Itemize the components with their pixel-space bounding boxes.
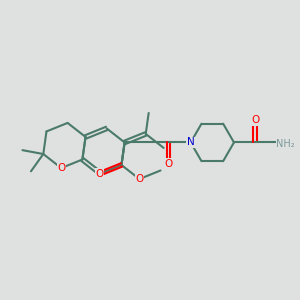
- Text: N: N: [187, 137, 195, 147]
- Text: NH₂: NH₂: [276, 139, 295, 149]
- Text: O: O: [96, 169, 104, 179]
- Text: N: N: [187, 137, 195, 147]
- Text: O: O: [57, 163, 65, 173]
- Text: O: O: [135, 174, 143, 184]
- Text: O: O: [251, 115, 259, 125]
- Text: O: O: [164, 159, 173, 169]
